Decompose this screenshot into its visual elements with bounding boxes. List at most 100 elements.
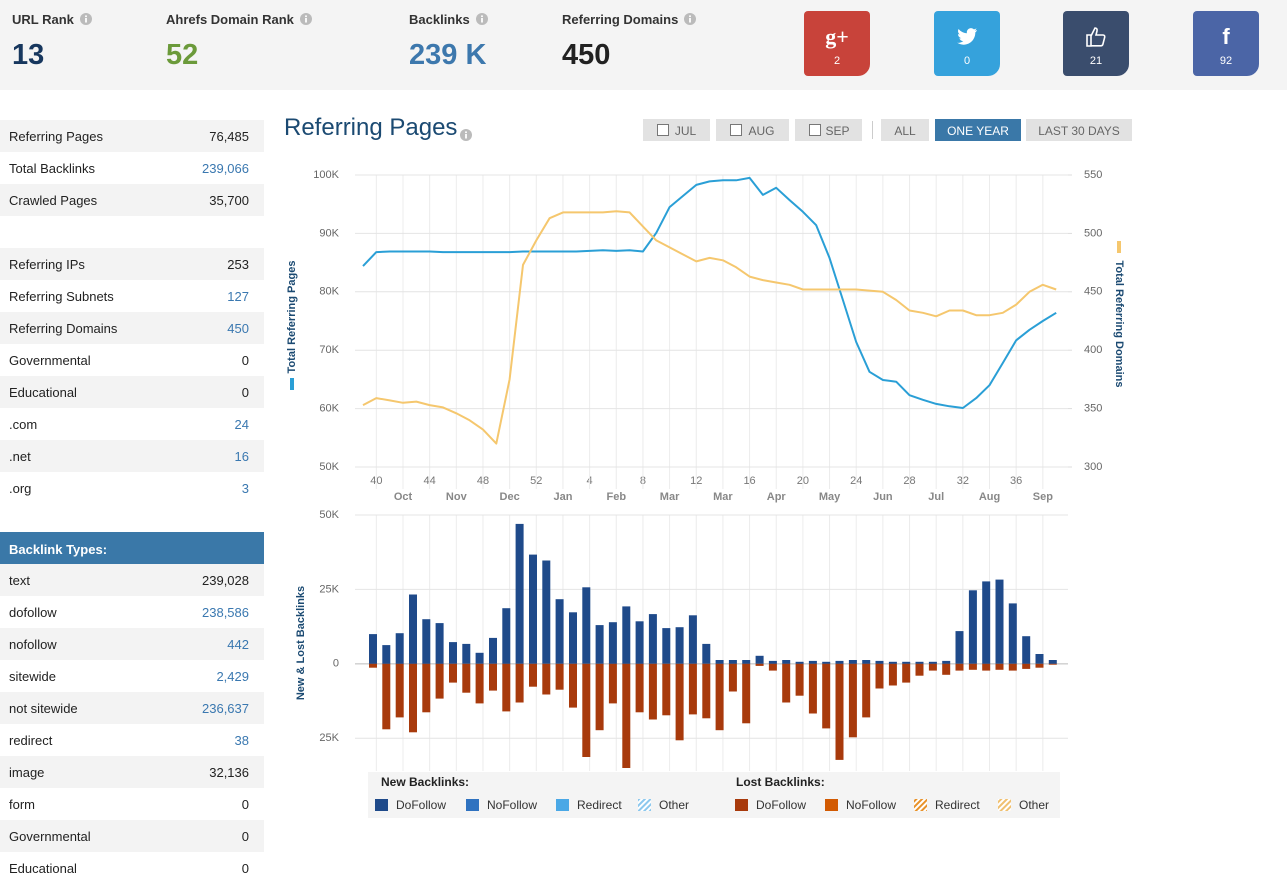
info-dot (480, 15, 483, 18)
filter-button[interactable]: SEP (795, 119, 862, 141)
filter-label: ALL (894, 124, 916, 138)
row-label: Crawled Pages (9, 193, 98, 208)
bar (742, 663, 751, 724)
bar (1035, 663, 1044, 668)
y-tick-label: 25K (319, 732, 339, 744)
filter-label: ONE YEAR (947, 124, 1009, 138)
filter-label: SEP (825, 124, 850, 138)
bar (662, 663, 671, 716)
row-value: 76,485 (209, 129, 249, 144)
filter-button[interactable]: JUL (643, 119, 710, 141)
stat-label: URL Rank (12, 12, 74, 27)
table-row: Referring IPs 253 (0, 248, 264, 280)
bar (529, 554, 537, 664)
spacer (0, 504, 264, 532)
bar (449, 663, 457, 683)
row-label: Referring Domains (9, 321, 118, 336)
bar (795, 661, 804, 664)
bar (648, 663, 657, 720)
row-label: form (9, 797, 35, 812)
bar (582, 663, 591, 757)
bar (608, 622, 617, 664)
bar (422, 619, 431, 664)
stat-label: Ahrefs Domain Rank (166, 12, 294, 27)
social-icon: g+ (825, 24, 849, 49)
y2-axis-title: Total Referring Domains (1113, 261, 1125, 388)
table-row: .com 24 (0, 408, 264, 440)
row-label: Referring IPs (9, 257, 85, 272)
bar (1048, 663, 1057, 665)
y2-tick-label: 400 (1084, 344, 1102, 356)
social-button[interactable]: 0 (934, 11, 1000, 76)
legend-swatch (466, 799, 479, 811)
bar (835, 660, 844, 664)
bar (502, 608, 511, 664)
row-label: .net (9, 449, 31, 464)
legend-swatch (825, 799, 838, 811)
bar (475, 652, 484, 664)
y-tick-label: 100K (313, 169, 339, 181)
table-row: Referring Domains 450 (0, 312, 264, 344)
like-thumb (1086, 27, 1106, 47)
filter-button[interactable]: ALL (881, 119, 929, 141)
bar (1035, 654, 1044, 664)
filter-button[interactable]: AUG (716, 119, 789, 141)
bar (395, 663, 404, 718)
bar (728, 663, 737, 692)
legend-background (368, 772, 1060, 818)
x-tick-label: 48 (477, 475, 489, 487)
row-value: 35,700 (209, 193, 249, 208)
bar (942, 660, 951, 664)
legend-label: Redirect (577, 798, 622, 812)
checkbox[interactable] (809, 124, 821, 136)
bar (875, 660, 884, 664)
social-icon (1086, 27, 1106, 47)
table-row: nofollow 442 (0, 628, 264, 660)
row-value: 239,066 (202, 161, 249, 176)
bar (635, 621, 644, 664)
row-label: not sitewide (9, 701, 78, 716)
bar (862, 663, 871, 718)
info-icon (460, 129, 473, 141)
x-tick-label: 12 (690, 475, 702, 487)
row-label: Governmental (9, 829, 91, 844)
bar (822, 663, 831, 729)
row-value: 236,637 (202, 701, 249, 716)
row-value: 253 (227, 257, 249, 272)
row-label: dofollow (9, 605, 57, 620)
bar (848, 663, 857, 738)
y-tick-label: 25K (319, 583, 339, 595)
info-bar (465, 134, 468, 139)
bar (688, 615, 697, 664)
filter-button[interactable]: ONE YEAR (935, 119, 1021, 141)
row-value: 127 (227, 289, 249, 304)
bar (675, 663, 684, 741)
bar (648, 614, 657, 664)
social-button[interactable]: 21 (1063, 11, 1129, 76)
y-tick-label: 80K (319, 286, 339, 298)
checkbox[interactable] (730, 124, 742, 136)
table-row: form 0 (0, 788, 264, 820)
twitter-bird (957, 28, 977, 45)
social-button[interactable]: g+ 2 (804, 11, 870, 76)
y2-axis-marker (1117, 241, 1121, 253)
bar (569, 663, 577, 708)
y2-tick-label: 450 (1084, 286, 1102, 298)
social-icon (957, 28, 977, 45)
info-bar (84, 18, 87, 23)
bar (662, 628, 671, 664)
table-row: Governmental 0 (0, 344, 264, 376)
filter-button[interactable]: LAST 30 DAYS (1026, 119, 1132, 141)
stat: Backlinks 239 K (409, 12, 488, 72)
checkbox[interactable] (657, 124, 669, 136)
bar (622, 663, 631, 768)
y-tick-label: 70K (319, 344, 339, 356)
bar (995, 579, 1004, 664)
bar (968, 663, 977, 670)
table-row: image 32,136 (0, 756, 264, 788)
social-button[interactable]: f 92 (1193, 11, 1259, 76)
row-label: Educational (9, 385, 77, 400)
table-row: Educational 0 (0, 376, 264, 408)
row-value: 0 (241, 797, 249, 812)
social-count: 0 (963, 55, 971, 67)
